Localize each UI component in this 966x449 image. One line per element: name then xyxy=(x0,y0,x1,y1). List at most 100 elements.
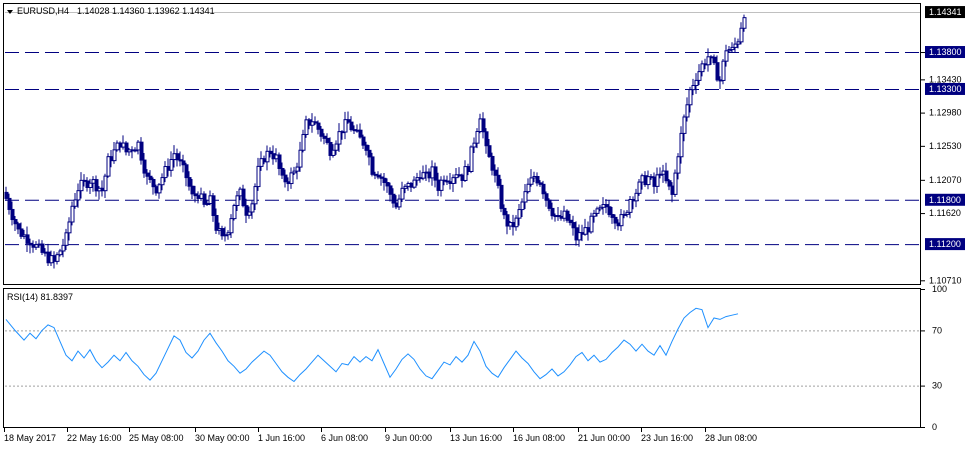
candle-body xyxy=(571,222,576,229)
candle-body xyxy=(190,185,195,195)
candle-body xyxy=(658,173,663,176)
candle-body xyxy=(463,166,468,181)
candle-body xyxy=(739,27,744,43)
candle-body xyxy=(157,184,162,194)
time-tick-label: 30 May 00:00 xyxy=(195,433,250,443)
candle-body xyxy=(541,183,546,195)
candle-body xyxy=(34,244,39,248)
rsi-line xyxy=(5,307,739,383)
candle-body xyxy=(727,49,732,52)
candle-body xyxy=(520,201,525,211)
candle-body xyxy=(544,193,549,201)
candle-body xyxy=(637,181,642,194)
rsi-series xyxy=(5,307,739,383)
time-tick-label: 21 Jun 00:00 xyxy=(578,433,630,443)
candle-body xyxy=(304,119,309,136)
candle-body xyxy=(358,129,363,138)
candle-body xyxy=(733,43,738,48)
candle-body xyxy=(577,232,582,241)
candle-body xyxy=(256,165,261,188)
candle-body xyxy=(712,56,717,64)
candle-body xyxy=(325,137,330,143)
candle-body xyxy=(187,177,192,187)
candle-body xyxy=(244,205,249,216)
candle-body xyxy=(226,232,231,236)
candle-body xyxy=(694,79,699,87)
current-price-tag: 1.14341 xyxy=(929,7,962,17)
candle-body xyxy=(367,149,372,158)
candle-body xyxy=(28,242,33,246)
candle-body xyxy=(145,172,150,177)
candle-body xyxy=(139,141,144,161)
candle-body xyxy=(283,174,288,183)
candle-body xyxy=(223,234,228,237)
chart-header: EURUSD,H4 1.14028 1.14360 1.13962 1.1434… xyxy=(7,6,215,16)
candle-body xyxy=(316,122,321,130)
candle-body xyxy=(148,175,153,180)
candle-body xyxy=(253,186,258,205)
price-tick-label: 1.11620 xyxy=(929,208,961,218)
candle-body xyxy=(214,214,219,231)
candle-body xyxy=(280,167,285,176)
candle-body xyxy=(433,166,438,181)
candle-body xyxy=(64,232,69,246)
candle-body xyxy=(19,228,24,237)
candle-body xyxy=(598,206,603,210)
candle-body xyxy=(667,180,672,187)
candle-body xyxy=(184,164,189,179)
candle-body xyxy=(265,150,270,163)
candle-body xyxy=(193,193,198,197)
triangle-down-icon[interactable] xyxy=(7,10,13,14)
level-price-tag: 1.13300 xyxy=(929,84,962,94)
candle-body xyxy=(589,215,594,233)
candle-body xyxy=(472,142,477,148)
candle-body xyxy=(232,204,237,220)
candle-body xyxy=(142,159,147,174)
symbol-label: EURUSD,H4 xyxy=(17,6,69,16)
candle-body xyxy=(619,214,624,227)
candle-body xyxy=(538,182,543,185)
candle-body xyxy=(724,50,729,62)
candle-body xyxy=(481,118,486,133)
time-tick-label: 9 Jun 00:00 xyxy=(385,433,432,443)
time-tick-label: 13 Jun 16:00 xyxy=(450,433,502,443)
candle-body xyxy=(106,156,111,177)
candle-body xyxy=(451,177,456,184)
candle-body xyxy=(10,208,15,221)
rsi-tick-label: 30 xyxy=(932,381,942,391)
price-tick-label: 1.12070 xyxy=(929,175,962,185)
candle-body xyxy=(535,176,540,184)
price-tick-label: 1.12530 xyxy=(929,141,962,151)
candle-body xyxy=(391,193,396,204)
candle-body xyxy=(181,160,186,166)
rsi-tick-label: 70 xyxy=(932,325,942,335)
candle-body xyxy=(730,46,735,51)
candle-body xyxy=(736,41,741,45)
candle-body xyxy=(292,170,297,174)
candle-body xyxy=(547,199,552,209)
candle-body xyxy=(151,178,156,188)
candle-body xyxy=(25,234,30,244)
price-tags: 1.14341 1.13800 1.13300 1.11800 1.11200 xyxy=(925,6,965,251)
candle-body xyxy=(625,211,630,215)
candle-body xyxy=(403,185,408,189)
candle-body xyxy=(607,206,612,216)
level-price-tag: 1.11800 xyxy=(929,195,961,205)
candle-body xyxy=(742,17,747,29)
candle-body xyxy=(163,166,168,179)
candle-body xyxy=(502,207,507,216)
candle-body xyxy=(328,141,333,156)
candle-body xyxy=(67,221,72,234)
candle-body xyxy=(202,193,207,205)
level-price-tag: 1.11200 xyxy=(929,239,961,249)
candle-body xyxy=(715,62,720,81)
price-tick-label: 1.13430 xyxy=(929,74,962,84)
candle-body xyxy=(655,174,660,187)
candle-body xyxy=(634,192,639,202)
candle-body xyxy=(337,131,342,145)
candle-body xyxy=(673,172,678,195)
candle-body xyxy=(58,250,63,256)
candle-body xyxy=(229,218,234,234)
candle-body xyxy=(529,177,534,185)
horizontal-levels xyxy=(5,12,920,246)
